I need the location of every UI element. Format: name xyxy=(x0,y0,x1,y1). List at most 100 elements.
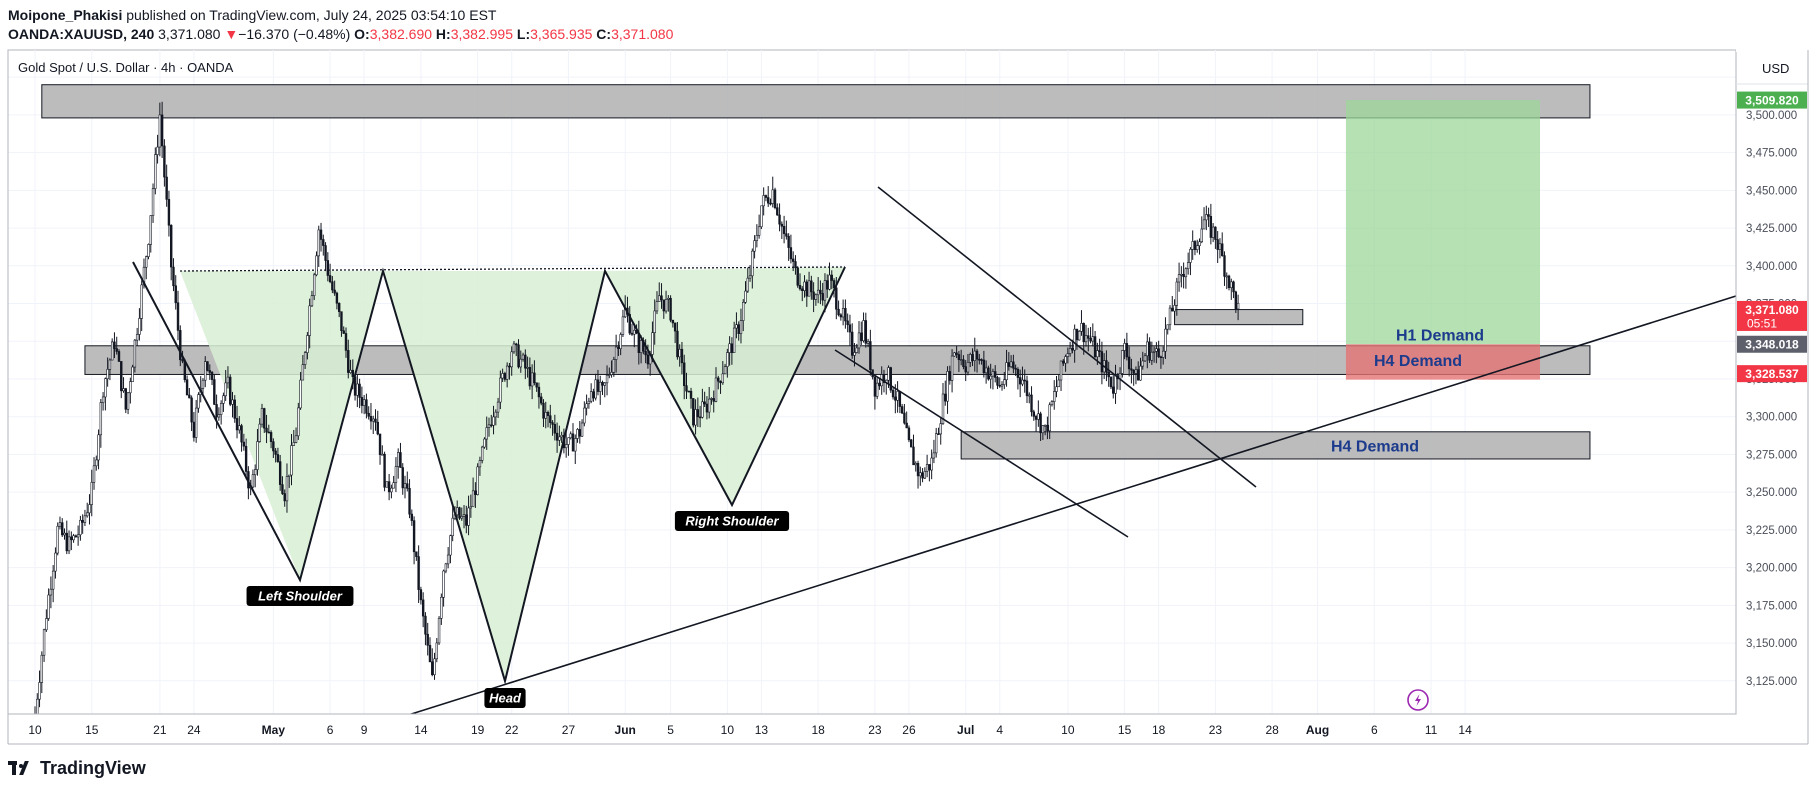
candle-body xyxy=(628,314,631,334)
candle-body xyxy=(42,629,46,656)
x-tick-label: 10 xyxy=(28,723,42,737)
high-value: 3,382.995 xyxy=(450,26,513,42)
candle-body xyxy=(120,361,123,392)
candle-body xyxy=(172,266,175,287)
candle-body xyxy=(126,392,130,410)
pattern-outline xyxy=(132,261,846,685)
candle-body xyxy=(864,320,868,344)
candle-body xyxy=(1223,255,1226,277)
ascending-trendline[interactable] xyxy=(404,295,1737,717)
h4-demand-lower[interactable] xyxy=(960,431,1591,460)
y-tick-label: 3,425.000 xyxy=(1746,223,1797,235)
profit-zone[interactable] xyxy=(1345,100,1541,345)
candle-body xyxy=(991,371,995,377)
candle-body xyxy=(605,374,609,384)
axes: USD 3,125.000 3,150.000 3,175.000 3,200.000 3… xyxy=(7,48,1809,745)
candle-body xyxy=(192,421,196,438)
y-tick-label: 3,500.000 xyxy=(1746,110,1797,122)
candle-body xyxy=(612,359,616,373)
last-price-badge[interactable] xyxy=(1737,300,1807,331)
h4-demand-lower-label: H4 Demand xyxy=(1331,438,1419,455)
candle-body xyxy=(644,350,647,356)
head-label[interactable]: Head xyxy=(484,688,526,708)
candle-body xyxy=(664,299,668,312)
candle-body xyxy=(1046,424,1049,432)
tradingview-logo[interactable]: TradingView xyxy=(8,758,146,779)
candle-body xyxy=(122,388,125,392)
candle-body xyxy=(819,289,822,294)
candle-body xyxy=(589,391,593,402)
candle-body xyxy=(365,399,368,414)
candle-body xyxy=(839,314,843,318)
candle-body xyxy=(240,425,243,443)
candle-body xyxy=(465,514,468,526)
left-shoulder-label[interactable]: Left Shoulder xyxy=(246,586,354,606)
candle-body xyxy=(542,402,545,419)
candle-body xyxy=(326,260,330,276)
candle-body xyxy=(962,359,965,367)
candle-body xyxy=(594,379,597,399)
x-tick-label: 4 xyxy=(996,723,1003,737)
candle-body xyxy=(855,347,858,353)
candle-body xyxy=(1068,348,1072,354)
candle-body xyxy=(894,396,897,401)
candle-body xyxy=(367,412,370,417)
candle-body xyxy=(987,367,990,380)
target-price-badge-text: 3,509.820 xyxy=(1745,94,1799,108)
symbol-name[interactable]: OANDA:XAUUSD, 240 xyxy=(8,26,155,42)
target-price-badge[interactable] xyxy=(1737,91,1807,109)
candle-body xyxy=(1007,362,1011,367)
candle-body xyxy=(217,414,221,418)
stop-price-badge[interactable] xyxy=(1737,365,1807,383)
candle-body xyxy=(757,226,761,236)
symbol-info: OANDA:XAUUSD, 240 3,371.080 ▼−16.370 (−0… xyxy=(8,26,673,42)
candle-body xyxy=(335,292,339,304)
candle-body xyxy=(592,391,595,399)
candle-body xyxy=(167,199,171,226)
stop-zone[interactable] xyxy=(1345,344,1541,380)
right-shoulder-label[interactable]: Right Shoulder xyxy=(674,511,790,531)
author-name[interactable]: Moipone_Phakisi xyxy=(8,7,123,23)
candle-body xyxy=(1098,350,1101,352)
y-tick-label: 3,275.000 xyxy=(1746,449,1797,461)
candle-body xyxy=(546,412,550,416)
h1-demand[interactable] xyxy=(1174,309,1304,326)
candle-body xyxy=(476,466,479,495)
candle-body xyxy=(841,308,845,318)
candle-body xyxy=(1082,323,1085,343)
channel-upper-line[interactable] xyxy=(877,186,1257,488)
lightning-icon[interactable] xyxy=(1407,689,1429,711)
candle-body xyxy=(483,438,486,448)
open-label: O: xyxy=(354,26,370,42)
x-tick-label: 24 xyxy=(187,723,201,737)
candle-body xyxy=(278,461,282,485)
candle-body xyxy=(1050,401,1054,406)
candle-body xyxy=(229,376,232,405)
candle-body xyxy=(104,378,107,398)
candle-body xyxy=(533,372,536,384)
candle-body xyxy=(762,195,765,207)
candle-body xyxy=(614,346,618,360)
candle-body xyxy=(1014,367,1017,370)
entry-price-badge[interactable] xyxy=(1737,335,1807,353)
candle-body xyxy=(767,197,770,204)
candle-body xyxy=(469,506,473,509)
candle-body xyxy=(823,280,827,301)
candle-body xyxy=(1214,226,1217,240)
candle-body xyxy=(617,346,620,349)
y-tick-label: 3,300.000 xyxy=(1746,412,1797,424)
candle-body xyxy=(269,432,273,442)
candle-body xyxy=(1139,365,1142,381)
candle-body xyxy=(1196,245,1199,250)
channel-lower-line[interactable] xyxy=(834,349,1129,538)
stop-price-badge-text: 3,328.537 xyxy=(1745,367,1799,381)
top-supply-zone[interactable] xyxy=(41,84,1591,119)
candle-body xyxy=(362,399,366,406)
candle-body xyxy=(208,370,211,373)
time-axis[interactable] xyxy=(8,714,1736,744)
candle-body xyxy=(440,596,443,619)
candle-body xyxy=(124,388,128,410)
candle-body xyxy=(431,661,434,676)
candle-body xyxy=(619,334,622,349)
